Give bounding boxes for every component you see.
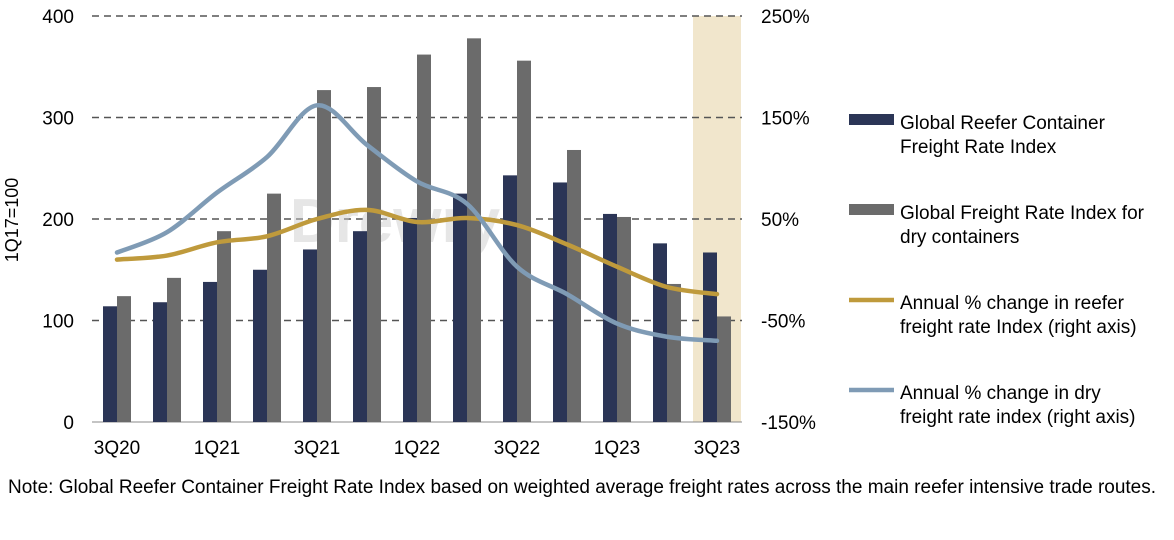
x-tick-label: 3Q20 (94, 438, 140, 459)
legend-item: Global Freight Rate Index for dry contain… (849, 203, 1145, 248)
legend-item: Annual % change in reefer freight rate In… (849, 293, 1137, 338)
bar-dry-1Q23 (617, 216, 631, 422)
bar-dry-1Q22 (417, 54, 431, 422)
bar-reefer-2Q21 (253, 269, 267, 422)
bar-reefer-1Q22 (403, 217, 417, 422)
legend-label: Global Reefer Container (900, 113, 1106, 134)
bar-dry-3Q22 (517, 60, 531, 422)
y-tick-label: 100 (42, 312, 74, 333)
x-tick-label: 3Q22 (494, 438, 540, 459)
legend-label: freight rate Index (right axis) (900, 317, 1137, 338)
x-tick-label: 3Q23 (694, 438, 740, 459)
note: Note: Global Reefer Container Freight Ra… (8, 477, 1157, 498)
bar-dry-2Q22 (467, 38, 481, 422)
bar-dry-1Q21 (217, 231, 231, 422)
x-tick-label: 3Q21 (294, 438, 340, 459)
x-tick-label: 1Q22 (394, 438, 440, 459)
line-reefer-change (114, 207, 720, 297)
bar-dry-4Q22 (567, 149, 581, 423)
bar-dry-4Q20 (167, 277, 181, 422)
bar-dry-3Q23 (717, 316, 731, 422)
legend-swatch (849, 114, 894, 125)
legend-label: Freight Rate Index (900, 137, 1057, 158)
legend-label: Annual % change in reefer (900, 293, 1125, 314)
y2-tick-label: 250% (761, 7, 810, 28)
bar-reefer-3Q23 (703, 252, 717, 422)
bar-dry-3Q20 (117, 296, 131, 422)
bar-reefer-3Q20 (103, 306, 117, 422)
bar-reefer-4Q20 (153, 302, 167, 422)
x-tick-label: 1Q21 (194, 438, 240, 459)
bar-reefer-3Q22 (503, 175, 517, 422)
line-dry-change (114, 103, 720, 344)
y2-tick-label: -150% (761, 413, 816, 434)
legend-label: dry containers (900, 227, 1019, 248)
bar-dry-4Q21 (367, 87, 381, 423)
y2-tick-label: 150% (761, 109, 810, 130)
bar-reefer-3Q21 (303, 249, 317, 422)
chart: Drewry 0100200300400-150%-50%50%150%250%… (2, 7, 1145, 459)
y-tick-label: 200 (42, 210, 74, 231)
legend-swatch (849, 204, 894, 215)
bar-reefer-2Q22 (453, 193, 467, 422)
legend-label: Annual % change in dry (900, 383, 1101, 404)
bar-dry-3Q21 (317, 90, 331, 422)
bar-reefer-4Q22 (553, 182, 567, 422)
bar-reefer-4Q21 (353, 231, 367, 422)
y-axis-label: 1Q17=100 (2, 178, 22, 263)
legend-item: Global Reefer Container Freight Rate Inde… (849, 113, 1106, 158)
legend-label: freight rate index (right axis) (900, 407, 1136, 428)
bar-reefer-1Q21 (203, 281, 217, 422)
x-tick-label: 1Q23 (594, 438, 640, 459)
legend-label: Global Freight Rate Index for (900, 203, 1145, 224)
y2-tick-label: -50% (761, 312, 805, 333)
bar-dry-2Q21 (267, 193, 281, 422)
legend-item: Annual % change in dry freight rate index… (849, 383, 1136, 428)
y2-tick-label: 50% (761, 210, 799, 231)
y-tick-label: 300 (42, 109, 74, 130)
y-tick-label: 0 (63, 413, 74, 434)
bar-dry-2Q23 (667, 283, 681, 422)
y-tick-label: 400 (42, 7, 74, 28)
